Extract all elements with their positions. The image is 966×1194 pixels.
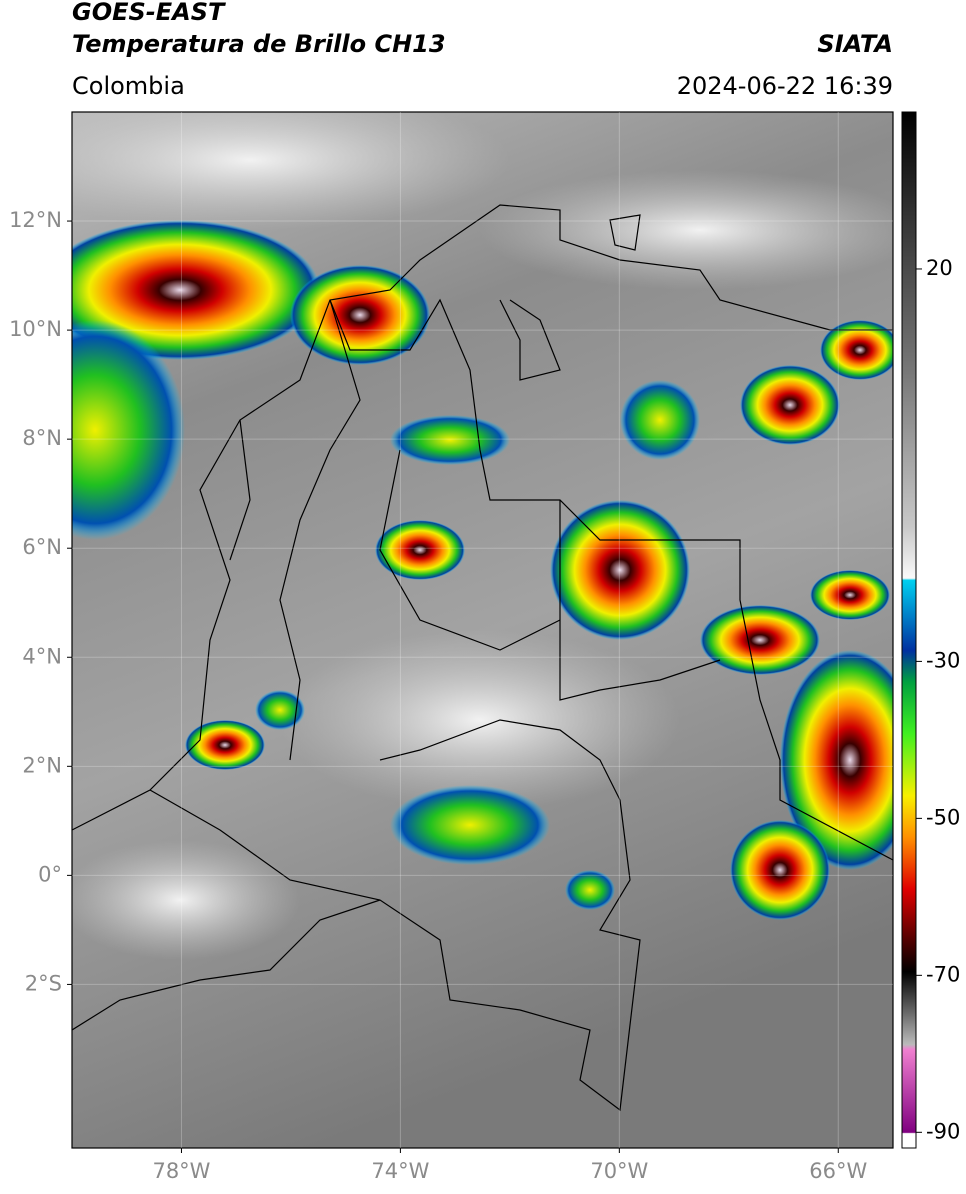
map-frame — [71, 111, 894, 1149]
y-tick-label: 10°N — [9, 317, 62, 341]
y-tick-label: 2°N — [22, 753, 62, 777]
y-tick-label: 0° — [38, 862, 62, 886]
timestamp: 2024-06-22 16:39 — [677, 72, 893, 100]
colorbar-tick-label: -50 — [926, 805, 960, 829]
colorbar-tick-label: -90 — [926, 1119, 960, 1143]
title: GOES-EAST — [72, 0, 226, 26]
colorbar-tick-label: 20 — [926, 256, 953, 280]
satellite-image — [72, 112, 893, 1148]
x-tick-label: 70°W — [590, 1159, 648, 1183]
y-tick-label: 2°S — [25, 971, 62, 995]
subtitle: Temperatura de Brillo CH13 — [72, 30, 446, 58]
x-tick-label: 66°W — [809, 1159, 867, 1183]
colorbar — [901, 111, 917, 1149]
y-tick-label: 6°N — [22, 535, 62, 559]
x-tick-label: 74°W — [371, 1159, 429, 1183]
y-tick-label: 8°N — [22, 426, 62, 450]
x-tick-label: 78°W — [152, 1159, 210, 1183]
colorbar-tick-label: -70 — [926, 962, 960, 986]
region: Colombia — [72, 72, 185, 100]
colorbar-tick-label: -30 — [926, 648, 960, 672]
source: SIATA — [817, 30, 893, 58]
y-tick-label: 12°N — [9, 208, 62, 232]
y-tick-label: 4°N — [22, 644, 62, 668]
